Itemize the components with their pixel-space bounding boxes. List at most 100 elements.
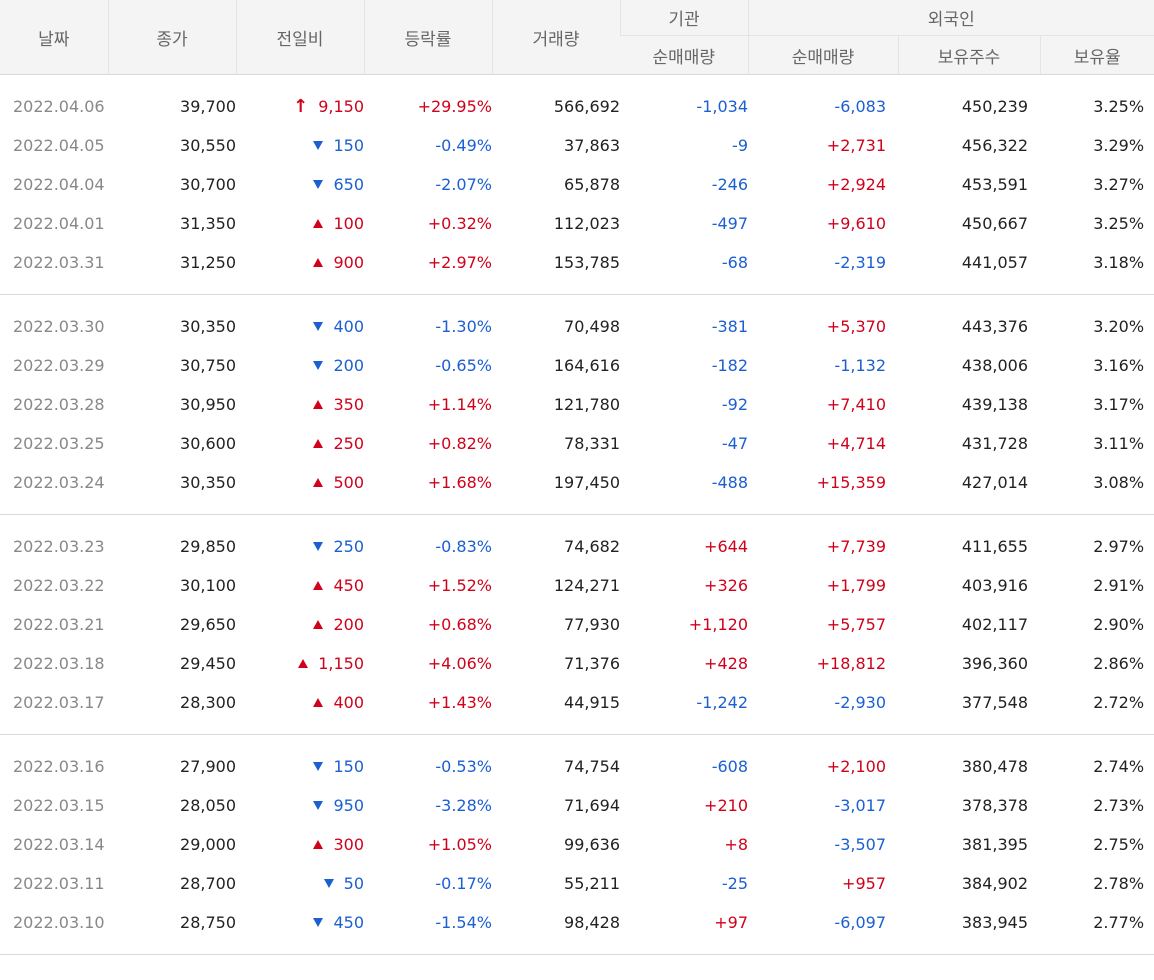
rate-cell: +4.06% (427, 654, 492, 673)
volume-cell: 71,694 (564, 796, 620, 815)
rate-cell: -3.28% (435, 796, 492, 815)
inst-net-cell: -497 (711, 214, 748, 233)
change-cell: ↑ 9,150 (236, 87, 364, 126)
table-body: 2022.04.06 39,700 ↑ 9,150 +29.95% 566,692 -1,0… (0, 75, 1154, 955)
change-value: 150 (333, 757, 364, 776)
inst-net-cell: -246 (711, 175, 748, 194)
inst-net-cell: -1,034 (696, 97, 748, 116)
table-row: 2022.04.06 39,700 ↑ 9,150 +29.95% 566,692 -1,0… (0, 87, 1154, 126)
table-row: 2022.03.11 28,700 50 -0.17% 55,211 -25 +957 384… (0, 864, 1154, 903)
group-separator (0, 502, 1154, 515)
triangle-down-icon (313, 180, 324, 189)
foreign-shares-cell: 377,548 (961, 693, 1028, 712)
volume-cell: 70,498 (564, 317, 620, 336)
change-cell: 200 (236, 346, 364, 385)
change-value: 150 (333, 136, 364, 155)
date-cell: 2022.03.28 (13, 395, 105, 414)
inst-net-cell: -381 (711, 317, 748, 336)
table-row: 2022.03.24 30,350 500 +1.68% 197,450 -488 +15,… (0, 463, 1154, 502)
header-inst-net: 순매매량 (620, 35, 748, 75)
triangle-up-icon (313, 840, 324, 849)
inst-net-cell: +326 (704, 576, 748, 595)
table-header: 날짜 종가 전일비 등락률 거래량 기관 외국인 순매매량 순매매량 보유주수 … (0, 0, 1154, 75)
foreign-net-cell: -3,017 (834, 796, 886, 815)
foreign-shares-cell: 441,057 (961, 253, 1028, 272)
foreign-shares-cell: 403,916 (961, 576, 1028, 595)
foreign-ratio-cell: 3.16% (1093, 356, 1145, 375)
foreign-ratio-cell: 2.90% (1093, 615, 1145, 634)
change-cell: 900 (236, 243, 364, 282)
triangle-up-icon (313, 478, 324, 487)
close-cell: 30,700 (180, 175, 236, 194)
foreign-ratio-cell: 3.20% (1093, 317, 1145, 336)
foreign-net-cell: +957 (842, 874, 886, 893)
foreign-net-cell: -6,097 (834, 913, 886, 932)
change-cell: 200 (236, 605, 364, 644)
foreign-net-cell: -1,132 (834, 356, 886, 375)
table-row: 2022.03.16 27,900 150 -0.53% 74,754 -608 +2,10… (0, 747, 1154, 786)
triangle-up-icon (313, 400, 324, 409)
foreign-shares-cell: 396,360 (961, 654, 1028, 673)
change-value: 200 (333, 356, 364, 375)
foreign-net-cell: +1,799 (826, 576, 886, 595)
rate-cell: -0.49% (435, 136, 492, 155)
triangle-down-icon (313, 141, 324, 150)
group-separator (0, 282, 1154, 295)
daily-trading-table: 날짜 종가 전일비 등락률 거래량 기관 외국인 순매매량 순매매량 보유주수 … (0, 0, 1154, 955)
change-value: 350 (333, 395, 364, 414)
rate-cell: -2.07% (435, 175, 492, 194)
change-value: 900 (333, 253, 364, 272)
triangle-up-icon (298, 659, 309, 668)
close-cell: 30,550 (180, 136, 236, 155)
close-cell: 28,300 (180, 693, 236, 712)
date-cell: 2022.04.01 (13, 214, 105, 233)
close-cell: 28,750 (180, 913, 236, 932)
volume-cell: 153,785 (553, 253, 620, 272)
foreign-shares-cell: 383,945 (961, 913, 1028, 932)
limit-up-arrow-icon: ↑ (293, 96, 309, 117)
date-cell: 2022.03.29 (13, 356, 105, 375)
foreign-shares-cell: 380,478 (961, 757, 1028, 776)
foreign-net-cell: +9,610 (826, 214, 886, 233)
inst-net-cell: -488 (711, 473, 748, 492)
foreign-net-cell: +4,714 (826, 434, 886, 453)
header-foreign-net: 순매매량 (747, 35, 898, 75)
table-row: 2022.03.15 28,050 950 -3.28% 71,694 +210 -3,01… (0, 786, 1154, 825)
inst-net-cell: -47 (721, 434, 748, 453)
table-row: 2022.03.30 30,350 400 -1.30% 70,498 -381 +5,37… (0, 307, 1154, 346)
change-value: 650 (333, 175, 364, 194)
rate-cell: +29.95% (417, 97, 492, 116)
change-value: 400 (333, 693, 364, 712)
group-separator (0, 942, 1154, 955)
change-cell: 400 (236, 307, 364, 346)
foreign-ratio-cell: 2.75% (1093, 835, 1145, 854)
table-row: 2022.03.17 28,300 400 +1.43% 44,915 -1,242 -2,… (0, 683, 1154, 722)
inst-net-cell: +97 (714, 913, 748, 932)
volume-cell: 112,023 (553, 214, 620, 233)
triangle-down-icon (313, 762, 324, 771)
table-row: 2022.03.22 30,100 450 +1.52% 124,271 +326 +1,7… (0, 566, 1154, 605)
rate-cell: -0.65% (435, 356, 492, 375)
change-value: 400 (333, 317, 364, 336)
foreign-ratio-cell: 3.11% (1093, 434, 1145, 453)
table-row: 2022.03.18 29,450 1,150 +4.06% 71,376 +428 +18… (0, 644, 1154, 683)
change-cell: 450 (236, 566, 364, 605)
inst-net-cell: -182 (711, 356, 748, 375)
inst-net-cell: +1,120 (688, 615, 748, 634)
inst-net-cell: +428 (704, 654, 748, 673)
volume-cell: 44,915 (564, 693, 620, 712)
date-cell: 2022.04.05 (13, 136, 105, 155)
rate-cell: +0.82% (427, 434, 492, 453)
triangle-down-icon (313, 322, 324, 331)
date-cell: 2022.03.18 (13, 654, 105, 673)
group-spacer (0, 735, 1154, 748)
rate-cell: +1.68% (427, 473, 492, 492)
header-institution: 기관 (619, 0, 748, 36)
foreign-net-cell: +2,731 (826, 136, 886, 155)
rate-cell: +1.05% (427, 835, 492, 854)
change-cell: 150 (236, 747, 364, 786)
volume-cell: 65,878 (564, 175, 620, 194)
foreign-net-cell: +2,100 (826, 757, 886, 776)
rate-cell: +1.52% (427, 576, 492, 595)
foreign-net-cell: +15,359 (816, 473, 886, 492)
